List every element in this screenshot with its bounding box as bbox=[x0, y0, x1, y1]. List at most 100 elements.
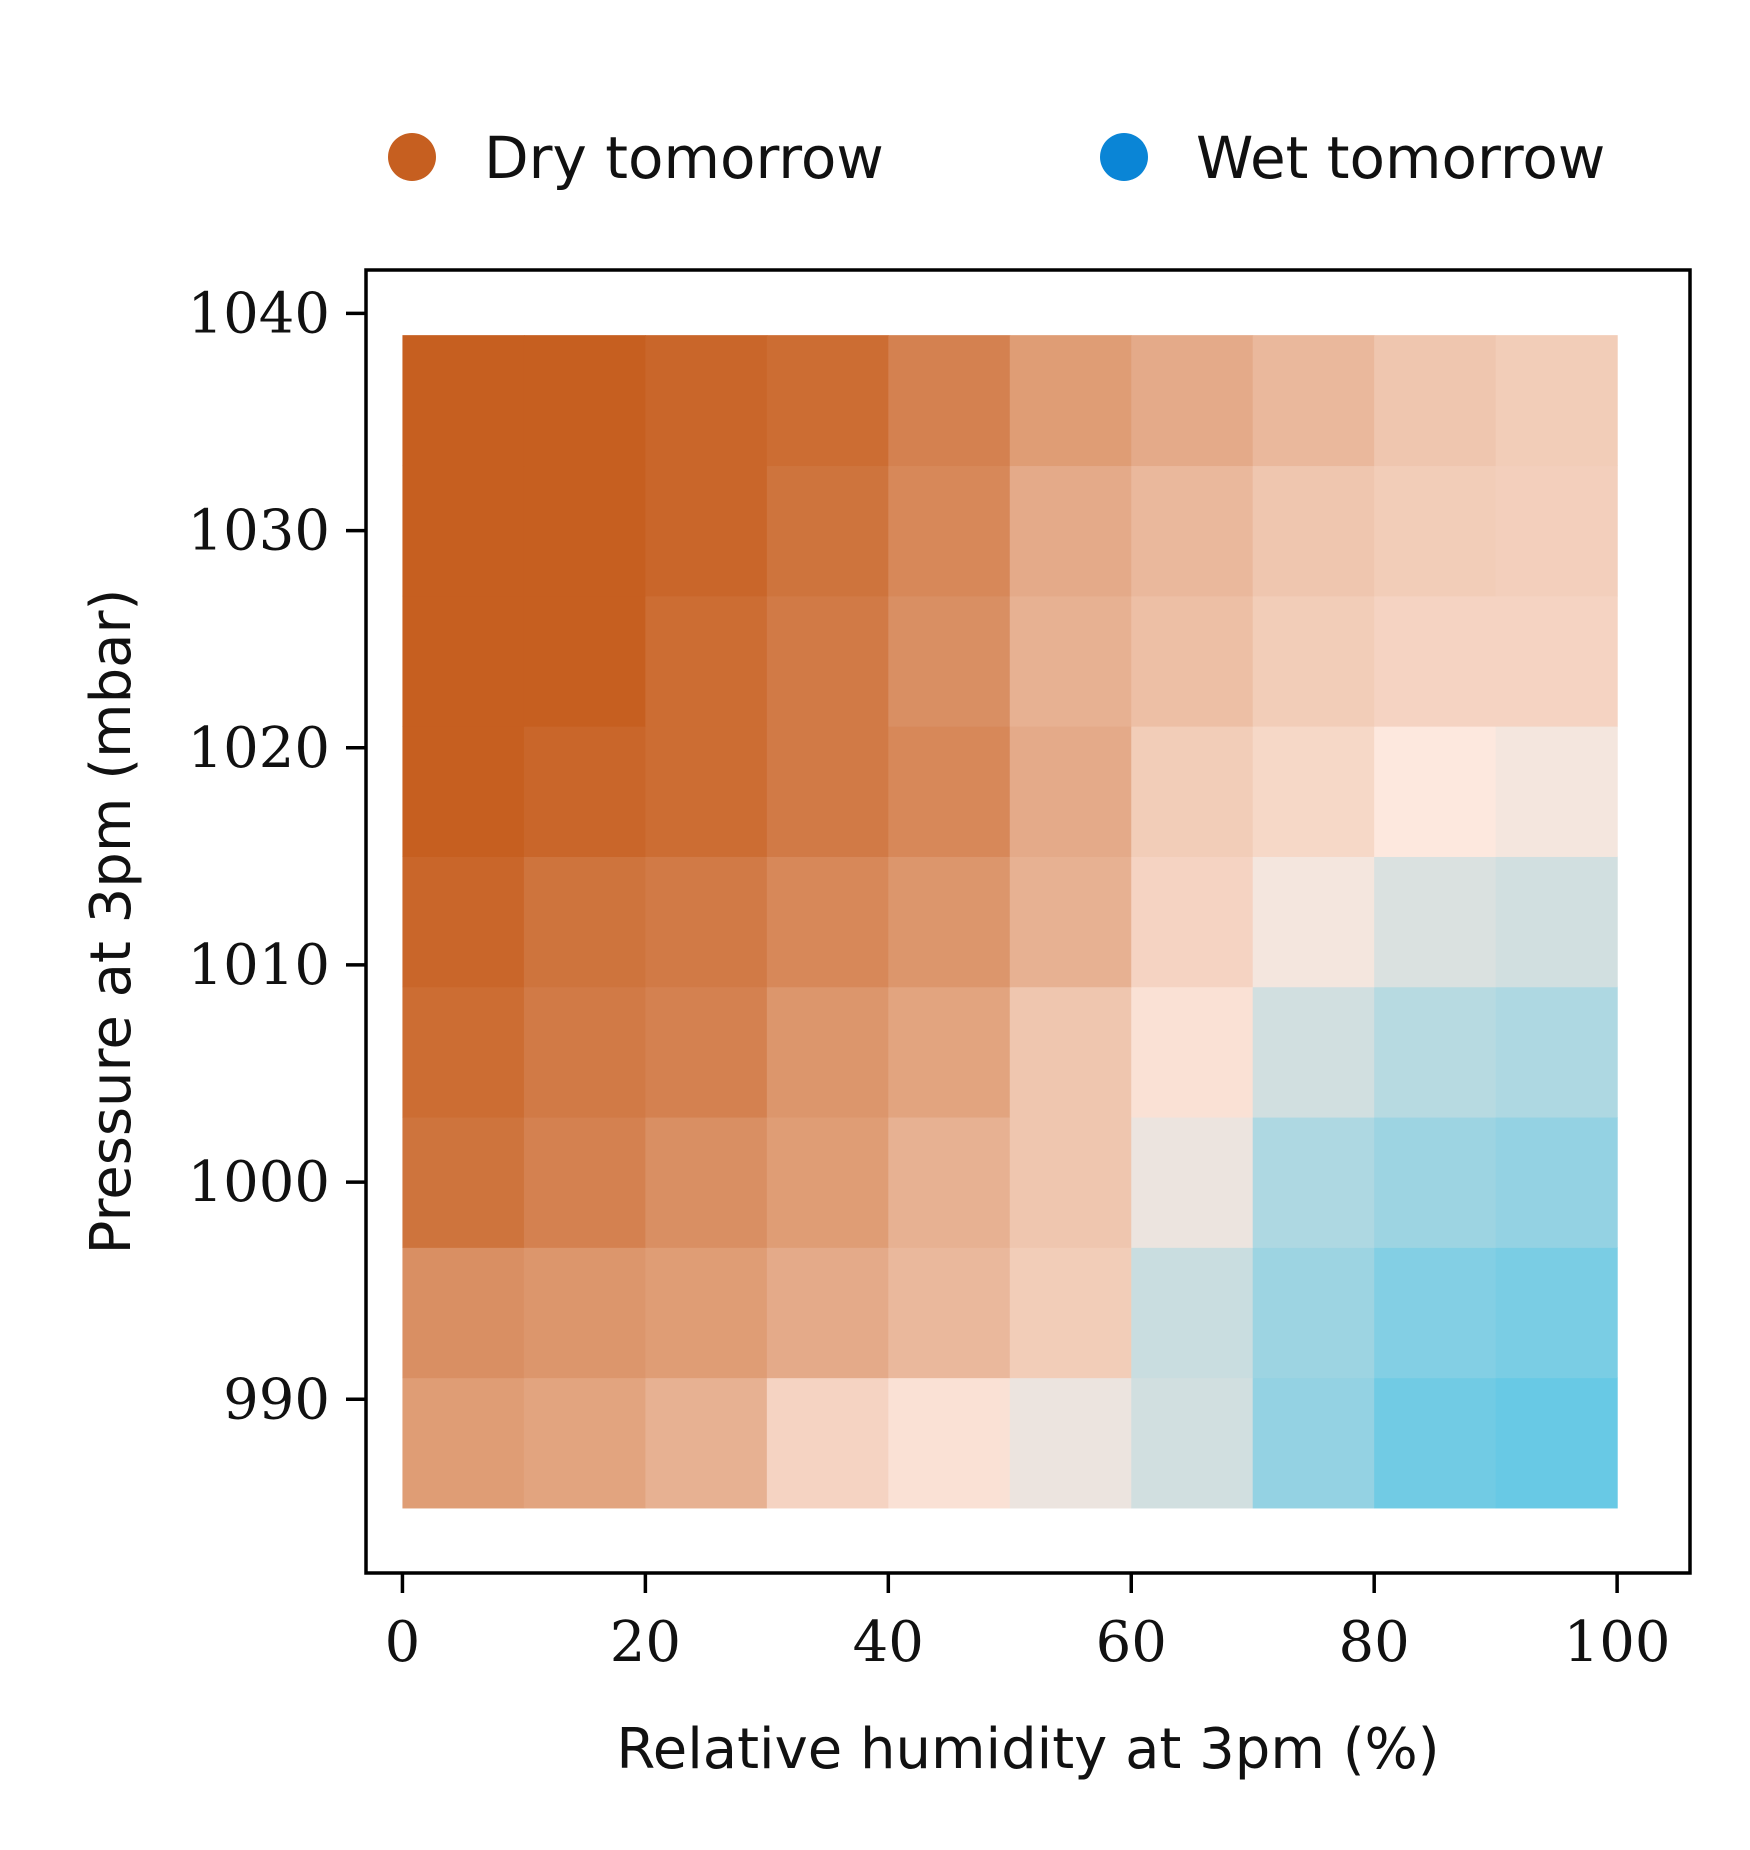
heatmap-cell bbox=[1131, 726, 1254, 857]
heatmap-cell bbox=[1252, 465, 1375, 597]
heatmap-cell bbox=[1009, 986, 1132, 1118]
heatmap-cell bbox=[645, 856, 768, 988]
heatmap-cell bbox=[766, 1116, 889, 1248]
heatmap-cell bbox=[766, 465, 889, 597]
heatmap-cell bbox=[523, 465, 646, 597]
heatmap-cell bbox=[888, 856, 1011, 988]
heatmap-cell bbox=[1131, 986, 1254, 1118]
x-tick-label: 40 bbox=[853, 1610, 924, 1675]
heatmap-cell bbox=[402, 465, 525, 597]
heatmap-cell bbox=[888, 1377, 1011, 1509]
y-tick-label: 1020 bbox=[187, 716, 330, 781]
heatmap-cell bbox=[523, 1247, 646, 1379]
heatmap-cell bbox=[1131, 856, 1254, 988]
heatmap-cell bbox=[402, 1116, 525, 1248]
x-tick-label: 0 bbox=[385, 1610, 421, 1675]
heatmap-cell bbox=[1131, 1377, 1254, 1509]
heatmap-cell bbox=[402, 726, 525, 857]
heatmap-cell bbox=[1252, 335, 1375, 467]
heatmap-cell bbox=[1374, 1247, 1497, 1379]
y-tick-label: 1040 bbox=[187, 281, 330, 346]
heatmap-cell bbox=[1131, 595, 1254, 727]
heatmap-cell bbox=[1009, 1116, 1132, 1248]
plot-frame bbox=[364, 268, 1692, 1575]
heatmap-cell bbox=[645, 1247, 768, 1379]
heatmap-cell bbox=[766, 726, 889, 857]
heatmap-cell bbox=[523, 595, 646, 727]
heatmap-cell bbox=[523, 1116, 646, 1248]
heatmap-cell bbox=[402, 856, 525, 988]
heatmap-cell bbox=[1374, 1116, 1497, 1248]
heatmap-cell bbox=[1495, 465, 1618, 597]
heatmap-cell bbox=[1009, 856, 1132, 988]
heatmap-cell bbox=[1495, 595, 1618, 727]
legend-dot-dry bbox=[388, 133, 436, 181]
x-axis: 0 20 40 60 80 100 bbox=[385, 1573, 1671, 1675]
heatmap-cell bbox=[645, 1116, 768, 1248]
heatmap-cell bbox=[1252, 1377, 1375, 1509]
heatmap-cell bbox=[1495, 1247, 1618, 1379]
y-tick-label: 1010 bbox=[187, 933, 330, 998]
heatmap-cell bbox=[888, 335, 1011, 467]
heatmap-cell bbox=[523, 1377, 646, 1509]
heatmap-cell bbox=[1495, 856, 1618, 988]
heatmap-cell bbox=[645, 465, 768, 597]
heatmap-cell bbox=[645, 595, 768, 727]
y-tick-label: 1030 bbox=[187, 499, 330, 564]
heatmap-cell bbox=[402, 335, 525, 467]
heatmap-cell bbox=[1495, 1116, 1618, 1248]
legend-label-dry: Dry tomorrow bbox=[484, 124, 884, 192]
heatmap-cell bbox=[645, 1377, 768, 1509]
y-axis: 990 1000 1010 1020 1030 1040 bbox=[187, 281, 366, 1432]
heatmap-cell bbox=[1374, 465, 1497, 597]
heatmap-cell bbox=[1009, 595, 1132, 727]
heatmap-cell bbox=[1495, 1377, 1618, 1509]
heatmap-cell bbox=[766, 1247, 889, 1379]
heatmap-cell bbox=[1374, 335, 1497, 467]
x-tick-label: 20 bbox=[610, 1610, 681, 1675]
x-tick-label: 80 bbox=[1339, 1610, 1410, 1675]
x-tick-label: 100 bbox=[1564, 1610, 1671, 1675]
heatmap-cell bbox=[888, 1116, 1011, 1248]
heatmap bbox=[402, 335, 1618, 1509]
heatmap-cell bbox=[888, 726, 1011, 857]
heatmap-cell bbox=[1252, 726, 1375, 857]
heatmap-cell bbox=[1374, 986, 1497, 1118]
heatmap-cell bbox=[645, 726, 768, 857]
heatmap-cell bbox=[523, 986, 646, 1118]
heatmap-cell bbox=[1009, 465, 1132, 597]
heatmap-cell bbox=[1252, 986, 1375, 1118]
y-axis-title: Pressure at 3pm (mbar) bbox=[79, 589, 144, 1255]
x-axis-title: Relative humidity at 3pm (%) bbox=[616, 1717, 1439, 1782]
heatmap-cell bbox=[1374, 1377, 1497, 1509]
heatmap-cell bbox=[1495, 986, 1618, 1118]
heatmap-cell bbox=[1252, 1247, 1375, 1379]
heatmap-cell bbox=[1252, 856, 1375, 988]
heatmap-cell bbox=[766, 1377, 889, 1509]
heatmap-cell bbox=[766, 595, 889, 727]
heatmap-cell bbox=[888, 465, 1011, 597]
legend-dot-wet bbox=[1100, 133, 1148, 181]
heatmap-cell bbox=[766, 856, 889, 988]
heatmap-cell bbox=[1131, 335, 1254, 467]
legend-label-wet: Wet tomorrow bbox=[1196, 124, 1605, 192]
heatmap-cell bbox=[402, 1377, 525, 1509]
heatmap-cell bbox=[1374, 856, 1497, 988]
heatmap-cell bbox=[1131, 1247, 1254, 1379]
heatmap-cell bbox=[1374, 595, 1497, 727]
legend: Dry tomorrow Wet tomorrow bbox=[388, 124, 1605, 192]
heatmap-cell bbox=[766, 986, 889, 1118]
heatmap-cell bbox=[1131, 1116, 1254, 1248]
heatmap-cell bbox=[523, 856, 646, 988]
y-tick-label: 1000 bbox=[187, 1150, 330, 1215]
heatmap-cell bbox=[766, 335, 889, 467]
heatmap-cell bbox=[523, 335, 646, 467]
heatmap-cell bbox=[645, 986, 768, 1118]
heatmap-cell bbox=[1374, 726, 1497, 857]
heatmap-cell bbox=[1495, 335, 1618, 467]
heatmap-cell bbox=[888, 1247, 1011, 1379]
heatmap-cell bbox=[888, 986, 1011, 1118]
heatmap-cell bbox=[1009, 335, 1132, 467]
heatmap-cell bbox=[402, 986, 525, 1118]
